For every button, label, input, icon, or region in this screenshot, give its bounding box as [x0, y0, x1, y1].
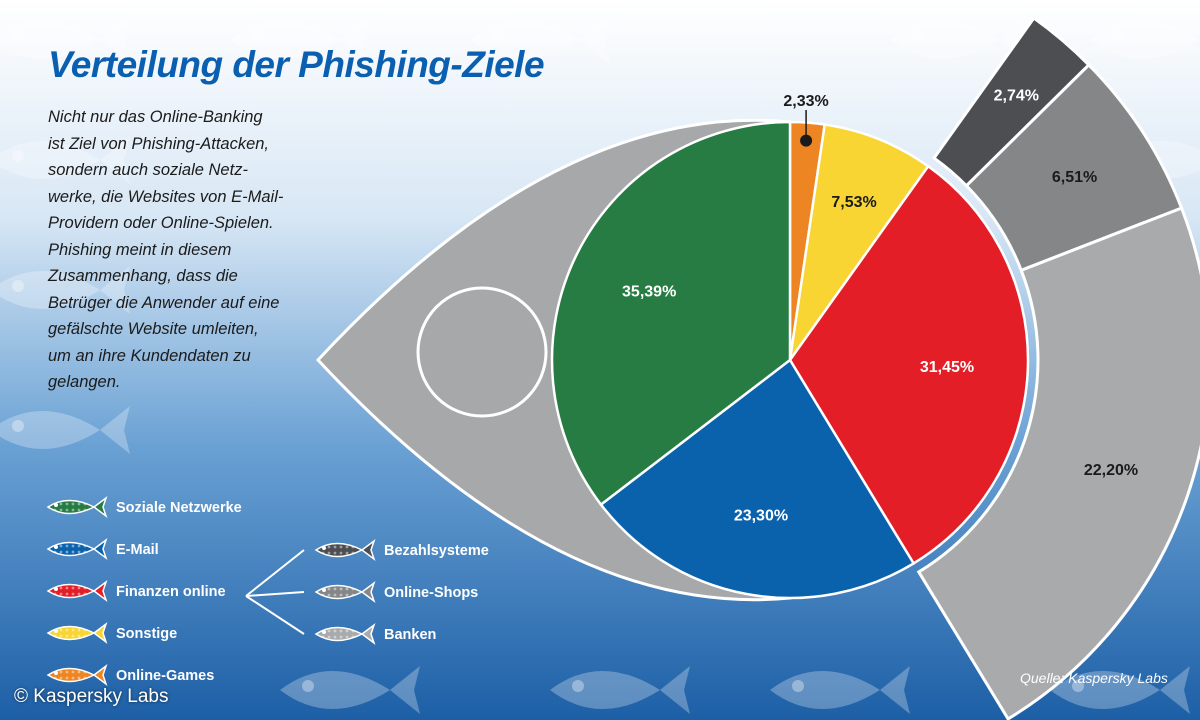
- background-fish-icon: [0, 266, 130, 314]
- legend-fish-icon: [46, 579, 108, 603]
- slice-sonstige: [788, 123, 930, 361]
- background-fish-icon: [230, 16, 370, 64]
- legend-label: Online-Games: [116, 668, 214, 684]
- intro-line: gefälschte Website umleiten,: [48, 320, 259, 338]
- legend-connector-line: [245, 595, 305, 635]
- legend-label: Sonstige: [116, 626, 177, 642]
- intro-text: Nicht nur das Online-Banking ist Ziel von…: [48, 104, 318, 396]
- legend-label: E-Mail: [116, 542, 159, 558]
- legend-fish-icon: [46, 621, 108, 645]
- breakdown-value-label: 2,74%: [994, 87, 1039, 104]
- intro-line: Providern oder Online-Spielen.: [48, 214, 274, 232]
- main-pie-slices: [550, 120, 1030, 600]
- source-note: Quelle: Kaspersky Labs: [1020, 670, 1168, 686]
- legend-label: Soziale Netzwerke: [116, 500, 242, 516]
- intro-line: Nicht nur das Online-Banking: [48, 108, 263, 126]
- slice-value-label: 35,39%: [622, 283, 676, 300]
- slice-value-label: 2,33%: [783, 93, 828, 110]
- legend-fish-icon: [314, 538, 376, 562]
- label-leader-dot: [800, 134, 813, 147]
- slice-value-label: 31,45%: [920, 359, 974, 376]
- slice-e-mail: [599, 358, 916, 600]
- legend-connector-line: [245, 549, 305, 597]
- legend-fish-icon: [314, 622, 376, 646]
- fish-eye-icon: [416, 286, 548, 418]
- background-fish-pattern: [0, 16, 1200, 714]
- intro-line: Betrüger die Anwender auf eine: [48, 293, 280, 312]
- background-fish-icon: [0, 16, 130, 64]
- legend-connector-line: [245, 591, 305, 597]
- legend-label: Finanzen online: [116, 584, 226, 600]
- background-fish-icon: [1090, 21, 1200, 59]
- background-fish-icon: [770, 666, 910, 714]
- breakdown-slice-banken: [916, 206, 1200, 720]
- intro-line: Phishing meint in diesem: [48, 240, 232, 259]
- legend-fish-icon: [314, 580, 376, 604]
- slice-value-label: 23,30%: [734, 507, 788, 524]
- intro-line: ist Ziel von Phishing-Attacken,: [48, 134, 270, 153]
- legend-label: Banken: [384, 627, 436, 643]
- slice-labels: 2,33% 7,53% 31,45% 23,30% 35,39% 2,74% 6,51% 22…: [622, 87, 1138, 524]
- intro-line: um an ihre Kundendaten zu: [48, 346, 251, 365]
- legend-label: Bezahlsysteme: [384, 543, 489, 559]
- slice-value-label: 7,53%: [831, 194, 876, 211]
- background-fish-icon: [280, 666, 420, 714]
- intro-line: Zusammenhang, dass die: [48, 267, 238, 285]
- intro-line: gelangen.: [48, 373, 121, 391]
- breakdown-slices: [916, 15, 1200, 720]
- chart-title: Verteilung der Phishing-Ziele: [48, 44, 545, 85]
- legend-label: Online-Shops: [384, 585, 478, 601]
- intro-line: werke, die Websites von E-Mail-: [48, 187, 284, 206]
- breakdown-value-label: 22,20%: [1084, 462, 1138, 479]
- legend-fish-icon: [46, 537, 108, 561]
- background-fish-icon: [0, 136, 130, 184]
- copyright-note: © Kaspersky Labs: [14, 686, 169, 707]
- legend-fish-icon: [46, 663, 108, 687]
- background-fish-icon: [470, 16, 610, 64]
- slice-soziale-netzwerke: [550, 120, 792, 507]
- background-fish-icon: [550, 666, 690, 714]
- background-fish-icon: [1050, 666, 1190, 714]
- breakdown-value-label: 6,51%: [1052, 169, 1097, 186]
- background-fish-icon: [0, 406, 130, 454]
- intro-line: sondern auch soziale Netz-: [48, 161, 248, 179]
- legend: Soziale Netzwerke E-Mail Finanzen online So…: [46, 495, 489, 687]
- slice-finanzen-online: [788, 164, 1030, 566]
- legend-fish-icon: [46, 495, 108, 519]
